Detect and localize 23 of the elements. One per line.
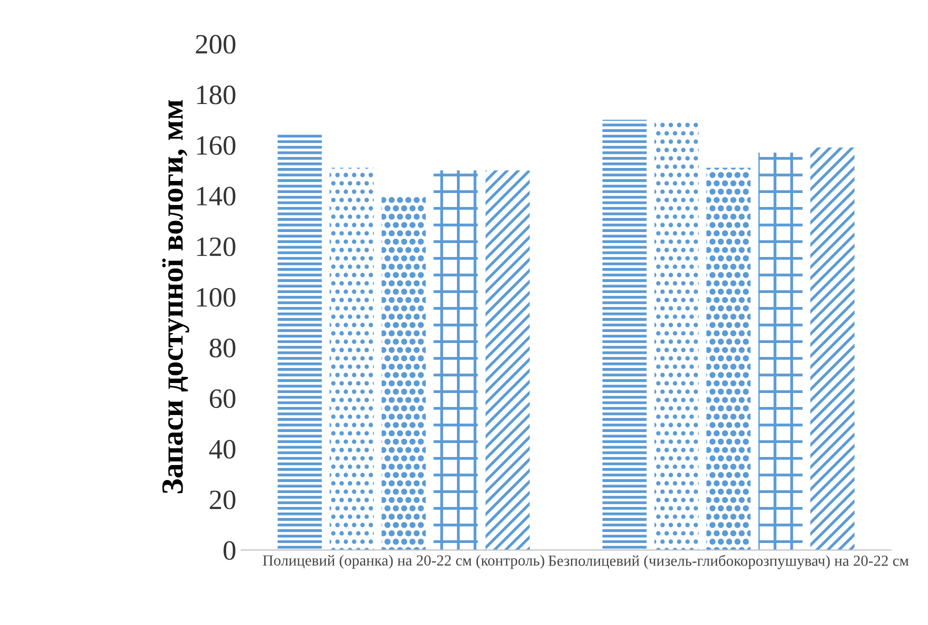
y-tick-label: 120 bbox=[197, 237, 236, 256]
y-tick-label: 180 bbox=[197, 86, 236, 104]
y-tick-label: 100 bbox=[197, 288, 236, 307]
y-tick-label: 200 bbox=[196, 34, 236, 54]
x-tick-label: Безполицевий (чизель-глибокорозпушувач) на 20-22 см bbox=[548, 554, 909, 570]
bar bbox=[434, 170, 478, 550]
y-tick-label: 140 bbox=[197, 186, 236, 206]
bar bbox=[810, 148, 854, 550]
x-tick-label: Полицевий (оранка) на 20-22 см (контроль) bbox=[262, 554, 544, 569]
y-tick-label: 20 bbox=[210, 490, 236, 510]
y-tick-label: 160 bbox=[197, 136, 236, 155]
y-tick-label: 0 bbox=[224, 541, 236, 560]
bar bbox=[486, 170, 530, 550]
y-tick-label: 40 bbox=[209, 440, 236, 459]
bar bbox=[602, 120, 647, 550]
y-axis-title: Запаси доступної вологи, мм bbox=[162, 100, 190, 494]
y-tick-label: 60 bbox=[210, 389, 236, 408]
y-tick-label: 80 bbox=[210, 338, 236, 358]
bar bbox=[758, 152, 803, 550]
bar bbox=[382, 196, 426, 550]
bar bbox=[706, 168, 751, 550]
bar bbox=[330, 168, 374, 550]
bar bbox=[654, 122, 699, 550]
